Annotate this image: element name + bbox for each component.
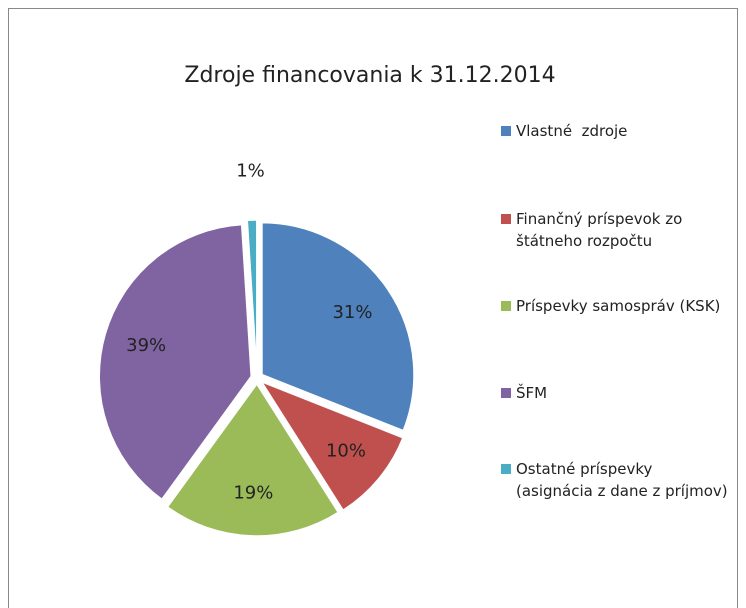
- pie-slice: [261, 221, 415, 432]
- pie-slice: [98, 223, 253, 501]
- legend-swatch: [501, 301, 511, 311]
- pie-slice: [259, 380, 404, 512]
- legend-label: Vlastné zdroje: [516, 122, 628, 140]
- legend-swatch: [501, 126, 511, 136]
- legend-label: ŠFM: [516, 384, 548, 402]
- data-label: 1%: [236, 160, 265, 181]
- legend-label: Príspevky samospráv (KSK): [516, 297, 721, 315]
- chart-frame: [8, 8, 738, 608]
- legend-swatch: [501, 388, 511, 398]
- legend-swatch: [501, 464, 511, 474]
- chart-title: Zdroje financovania k 31.12.2014: [184, 63, 555, 88]
- legend-label: Finančný príspevok zo štátneho rozpočtu: [516, 210, 688, 250]
- pie-slice: [246, 219, 258, 373]
- legend-label: Ostatné príspevky (asignácia z dane z pr…: [516, 460, 728, 500]
- data-label: 19%: [233, 482, 273, 503]
- legend-swatch: [501, 214, 511, 224]
- data-label: 31%: [332, 302, 372, 323]
- data-label: 10%: [326, 441, 366, 462]
- data-label: 39%: [126, 335, 166, 356]
- pie-slice: [166, 382, 340, 537]
